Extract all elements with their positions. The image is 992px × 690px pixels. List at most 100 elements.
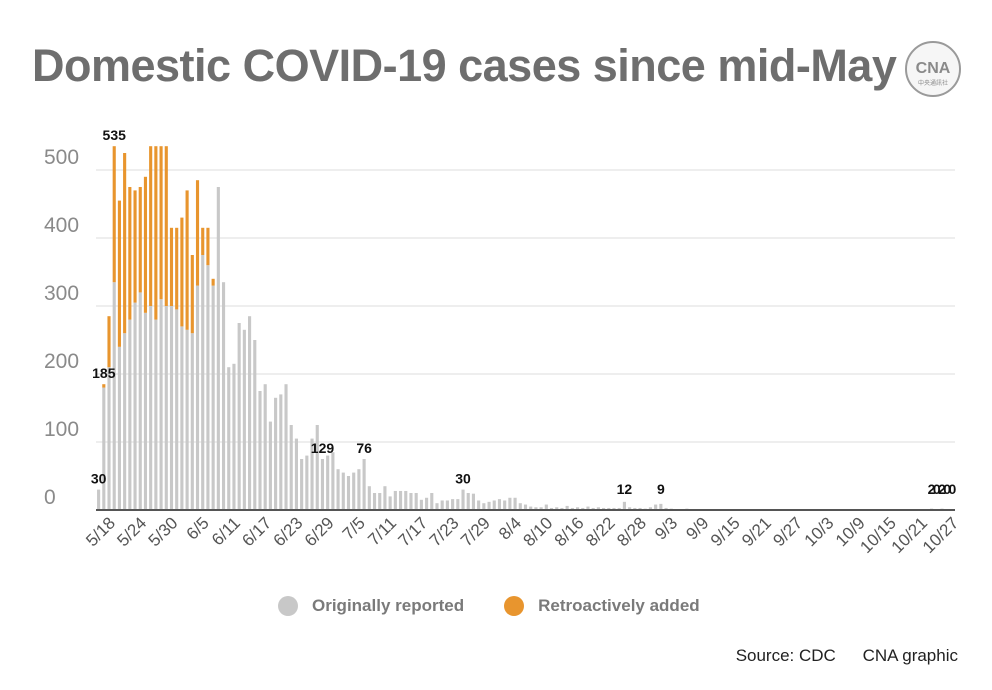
y-tick-label: 200 — [44, 350, 79, 373]
bar — [456, 499, 460, 510]
bar — [570, 507, 574, 510]
svg-text:CNA: CNA — [916, 60, 951, 77]
bar — [430, 493, 434, 510]
x-axis-ticks: 5/185/245/30 6/56/116/176/236/29 7/57/117/… — [82, 513, 962, 557]
data-label: 12 — [617, 481, 633, 497]
bar — [575, 507, 580, 510]
bar — [305, 455, 309, 510]
bar — [346, 476, 351, 510]
bar — [117, 200, 121, 347]
data-label: 30 — [91, 471, 107, 487]
bar — [503, 500, 507, 510]
legend-label: Originally reported — [312, 596, 465, 615]
bar — [492, 500, 496, 510]
bar — [258, 391, 262, 510]
bar — [300, 459, 304, 510]
credit-note: CNA graphic — [862, 646, 958, 665]
y-axis-ticks: 0 100 200 300 400 500 — [44, 146, 79, 509]
bar — [201, 227, 205, 255]
bar — [279, 394, 283, 510]
bar — [190, 255, 194, 334]
legend-item-retroactively-added: Retroactively added — [504, 596, 700, 616]
bar — [320, 459, 325, 510]
data-label: 0 — [943, 481, 951, 497]
bar — [398, 490, 403, 510]
x-tick-label: 7/23 — [426, 513, 463, 550]
bar — [586, 506, 590, 510]
x-tick-label: 7/17 — [395, 513, 432, 550]
bar — [419, 499, 423, 510]
bar — [326, 455, 330, 510]
bar — [149, 146, 153, 306]
bar — [138, 187, 142, 293]
x-tick-label: 7/11 — [364, 513, 400, 549]
data-label: 129 — [311, 440, 335, 456]
bar — [555, 507, 559, 510]
bar — [216, 187, 220, 510]
x-tick-label: 8/22 — [582, 513, 619, 550]
bar — [617, 507, 621, 510]
bar — [123, 333, 127, 510]
x-tick-label: 10/3 — [801, 513, 838, 550]
data-label: 0 — [948, 481, 956, 497]
bar — [414, 493, 418, 510]
cna-logo-icon: CNA 中央通訊社 — [905, 41, 961, 97]
data-label: 9 — [657, 481, 665, 497]
bar — [523, 504, 528, 510]
bar — [581, 507, 585, 510]
bar — [628, 507, 632, 510]
bar — [274, 397, 278, 510]
bar — [425, 497, 429, 510]
bar — [508, 497, 512, 510]
bar — [659, 503, 663, 510]
gridlines — [96, 169, 955, 443]
x-tick-label: 9/3 — [651, 513, 681, 543]
bar — [404, 490, 408, 510]
bar — [549, 507, 554, 510]
bar — [206, 265, 210, 510]
bar — [529, 506, 533, 510]
legend-swatch-original — [278, 596, 298, 616]
bar — [237, 323, 241, 510]
bar — [591, 507, 595, 510]
bar — [128, 187, 132, 320]
bar — [596, 507, 600, 510]
bar — [284, 384, 288, 510]
bar — [487, 501, 491, 510]
bar — [534, 507, 538, 510]
bar — [513, 497, 517, 510]
svg-text:中央通訊社: 中央通訊社 — [918, 79, 948, 87]
bar — [294, 438, 298, 510]
bar — [143, 312, 148, 510]
bar — [159, 146, 163, 300]
chart-title: Domestic COVID-19 cases since mid-May — [32, 40, 897, 91]
data-label: 0 — [933, 481, 941, 497]
bar — [201, 255, 205, 510]
bar — [341, 472, 345, 510]
x-tick-label: 9/15 — [707, 513, 744, 550]
bar — [664, 507, 668, 510]
bar — [253, 340, 257, 510]
bar — [383, 486, 387, 510]
bar — [435, 503, 439, 510]
bar — [232, 363, 236, 510]
bar — [211, 285, 215, 510]
bar — [440, 500, 444, 510]
y-tick-label: 0 — [44, 486, 56, 509]
bar — [289, 425, 293, 510]
x-tick-label: 7/5 — [339, 513, 369, 543]
bar — [169, 227, 174, 306]
x-tick-label: 10/27 — [919, 513, 963, 557]
bar — [211, 278, 215, 286]
data-label: 2 — [928, 481, 936, 497]
x-tick-label: 8/28 — [613, 513, 650, 550]
data-label: 2 — [938, 481, 946, 497]
bar — [367, 486, 371, 510]
y-tick-label: 100 — [44, 418, 79, 441]
data-label: 76 — [356, 440, 372, 456]
legend-swatch-retroactive — [504, 596, 525, 616]
y-tick-label: 500 — [44, 146, 79, 169]
bar — [133, 302, 137, 510]
